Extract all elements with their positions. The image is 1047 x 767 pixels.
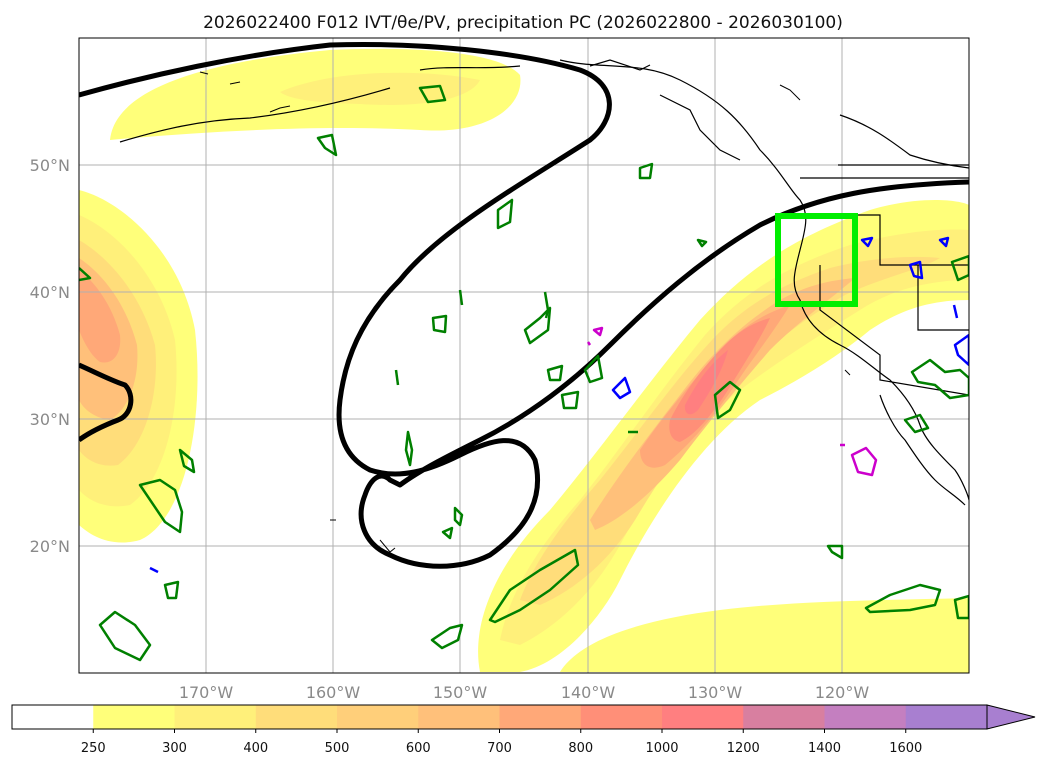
colorbar-label-1000: 1000	[645, 741, 678, 756]
colorbar-extend-arrow	[986, 704, 1036, 730]
colorbar-label-1200: 1200	[727, 741, 760, 756]
lon-tick-130w: 130°W	[688, 683, 743, 702]
colorbar-cell-800	[580, 705, 663, 729]
theta-e-contour-west	[79, 362, 134, 443]
ivt-plume-west	[79, 190, 198, 543]
colorbar-cell-600	[418, 705, 500, 729]
theta-e-contours	[79, 41, 969, 569]
ivt-atmospheric-river	[478, 200, 969, 672]
lon-tick-150w: 150°W	[433, 683, 488, 702]
colorbar-cells	[12, 705, 988, 729]
colorbar-cell-700	[499, 705, 582, 729]
colorbar-label-600: 600	[406, 741, 431, 756]
colorbar-label-250: 250	[81, 741, 106, 756]
map-panel	[78, 37, 970, 674]
colorbar-cell-400	[255, 705, 338, 729]
colorbar-cell-under	[12, 705, 94, 729]
colorbar-cell-250	[93, 705, 175, 729]
region-highlight-box	[775, 213, 858, 307]
colorbar-label-500: 500	[325, 741, 350, 756]
lat-tick-30: 30°N	[30, 410, 70, 429]
colorbar-label-300: 300	[162, 741, 187, 756]
magenta-contours	[586, 326, 878, 477]
islands	[199, 71, 851, 553]
lat-tick-40: 40°N	[30, 283, 70, 302]
ivt-band-south	[560, 598, 969, 673]
colorbar: 250 300 400 500 600 700 800 1000 1200 1400 1600	[11, 704, 1036, 756]
colorbar-label-700: 700	[487, 741, 512, 756]
colorbar-cell-1600	[905, 705, 988, 729]
colorbar-labels: 250 300 400 500 600 700 800 1000 1200 1400 1600	[81, 729, 922, 756]
lat-tick-labels: 50°N 40°N 30°N 20°N	[30, 156, 70, 556]
colorbar-cell-1000	[662, 705, 744, 729]
lon-tick-170w: 170°W	[179, 683, 234, 702]
pv-contours	[79, 84, 969, 662]
colorbar-label-1600: 1600	[889, 741, 922, 756]
colorbar-cell-300	[174, 705, 257, 729]
colorbar-cell-1200	[743, 705, 825, 729]
map-title: 2026022400 F012 IVT/θe/PV, precipitation…	[203, 13, 843, 33]
colorbar-cell-1400	[824, 705, 907, 729]
colorbar-cell-500	[337, 705, 419, 729]
lon-tick-160w: 160°W	[306, 683, 361, 702]
colorbar-label-1400: 1400	[808, 741, 841, 756]
ivt-band-north	[110, 48, 521, 140]
colorbar-label-800: 800	[568, 741, 593, 756]
lat-tick-50: 50°N	[30, 156, 70, 175]
lon-tick-labels: 170°W 160°W 150°W 140°W 130°W 120°W	[179, 683, 870, 702]
lon-tick-120w: 120°W	[815, 683, 870, 702]
colorbar-label-400: 400	[243, 741, 268, 756]
lon-tick-140w: 140°W	[561, 683, 616, 702]
lat-tick-20: 20°N	[30, 537, 70, 556]
blue-contours	[149, 236, 969, 574]
theta-e-contour-main	[79, 41, 969, 569]
